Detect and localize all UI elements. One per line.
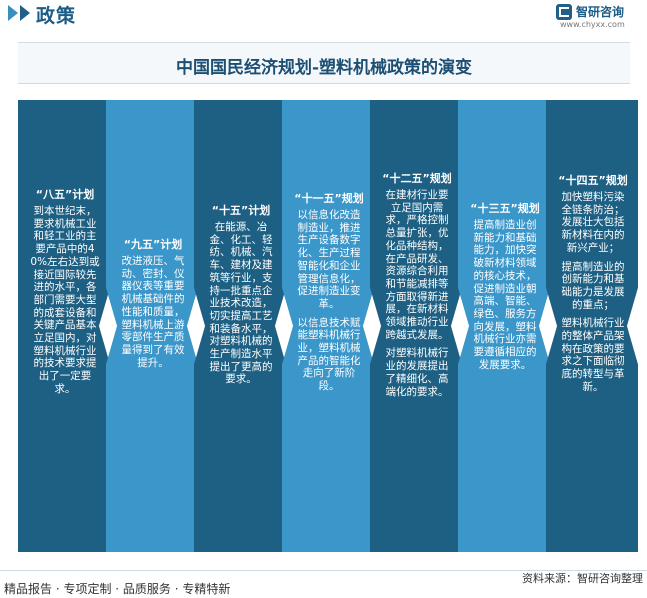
plan-paragraph: 塑料机械行业的整体产品架构在政策的要求之下面临彻底的转型与革新。 [561, 317, 625, 393]
plan-text: “八五”计划 到本世纪末，要求机械工业和轻工业的主要产品中的40%左右达到或接近… [30, 188, 100, 402]
plan-paragraph: 提高制造业创新能力和基础能力，加快突破新材料领域的核心技术，促进制造业朝高端、智… [473, 219, 537, 371]
brand-url[interactable]: www.chyxx.com [560, 20, 625, 29]
plan-title: “十二五”规划 [382, 172, 452, 185]
plan-title: “十一五”规划 [294, 192, 364, 205]
plan-panel-13th: “十三五”规划 提高制造业创新能力和基础能力，加快突破新材料领域的核心技术，促进… [458, 100, 550, 552]
plan-paragraph: 加快塑料污染全链条防治；发展壮大包括新材料在内的新兴产业； [561, 191, 625, 254]
plan-paragraph: 以信息技术赋能塑料机械行业，塑料机械产品的智能化走向了新阶段。 [297, 316, 361, 393]
plan-text: “十一五”规划 以信息化改造制造业，推进生产设备数字化、生产过程智能化和企业管理… [294, 192, 364, 399]
footer-divider [0, 570, 647, 571]
plan-paragraph: 提高制造业的创新能力和基础能力是发展的重点； [561, 260, 625, 311]
plan-title: “十四五”规划 [558, 174, 628, 187]
footer: 精品报告 · 专项定制 · 品质服务 · 专精特新 资料来源：智研咨询整理 [0, 568, 647, 598]
footer-slogan: 精品报告 · 专项定制 · 品质服务 · 专精特新 [4, 582, 231, 596]
brand-name: 智研咨询 [576, 5, 625, 19]
plan-paragraph: 在能源、冶金、化工、轻纺、机械、汽车、建材及建筑等行业，支持一批重点企业技术改造… [209, 221, 273, 386]
brand-logo-icon [556, 4, 572, 20]
plan-panel-12th: “十二五”规划 在建材行业要立足国内需求，严格控制总量扩张，优化品种结构，在产品… [370, 100, 462, 552]
plan-paragraph: 改进液压、气动、密封、仪器仪表等重要机械基础件的性能和质量，塑料机械上游零部件生… [121, 255, 185, 369]
plan-title: “九五”计划 [123, 238, 183, 251]
plan-text: “十三五”规划 提高制造业创新能力和基础能力，加快突破新材料领域的核心技术，促进… [470, 202, 540, 377]
plan-panel-9th: “九五”计划 改进液压、气动、密封、仪器仪表等重要机械基础件的性能和质量，塑料机… [106, 100, 198, 552]
page-title: 中国国民经济规划-塑料机械政策的演变 [175, 58, 473, 78]
source-note: 资料来源：智研咨询整理 [522, 572, 643, 585]
plan-paragraph: 以信息化改造制造业，推进生产设备数字化、生产过程智能化和企业管理信息化，促进制造… [297, 209, 361, 310]
plan-paragraph: 对塑料机械行业的发展提出了精细化、高端化的要求。 [385, 347, 449, 398]
plan-panel-8th: “八五”计划 到本世纪末，要求机械工业和轻工业的主要产品中的40%左右达到或接近… [18, 100, 110, 552]
header-bar: 政策 智研咨询 www.chyxx.com [0, 0, 647, 29]
plan-text: “十四五”规划 加快塑料污染全链条防治；发展壮大包括新材料在内的新兴产业； 提高… [558, 174, 628, 400]
plan-panel-10th: “十五”计划 在能源、冶金、化工、轻纺、机械、汽车、建材及建筑等行业，支持一批重… [194, 100, 286, 552]
chevron-right-icon [8, 5, 18, 21]
chevron-right-icon [20, 5, 30, 21]
section-title: 政策 [36, 5, 77, 27]
plan-title: “十五”计划 [211, 204, 271, 217]
title-bar: 中国国民经济规划-塑料机械政策的演变 [18, 42, 630, 84]
plan-panel-11th: “十一五”规划 以信息化改造制造业，推进生产设备数字化、生产过程智能化和企业管理… [282, 100, 374, 552]
plan-paragraph: 到本世纪末，要求机械工业和轻工业的主要产品中的40%左右达到或接近国际较先进的水… [30, 205, 100, 395]
plan-panel-14th: “十四五”规划 加快塑料污染全链条防治；发展壮大包括新材料在内的新兴产业； 提高… [546, 100, 638, 552]
plan-title: “十三五”规划 [470, 202, 540, 215]
plan-title: “八五”计划 [35, 188, 95, 201]
plan-paragraph: 在建材行业要立足国内需求，严格控制总量扩张，优化品种结构，在产品研发、资源综合利… [385, 189, 449, 341]
plan-text: “十二五”规划 在建材行业要立足国内需求，严格控制总量扩张，优化品种结构，在产品… [382, 172, 452, 404]
plan-text: “九五”计划 改进液压、气动、密封、仪器仪表等重要机械基础件的性能和质量，塑料机… [118, 238, 188, 375]
plan-text: “十五”计划 在能源、冶金、化工、轻纺、机械、汽车、建材及建筑等行业，支持一批重… [206, 204, 276, 392]
